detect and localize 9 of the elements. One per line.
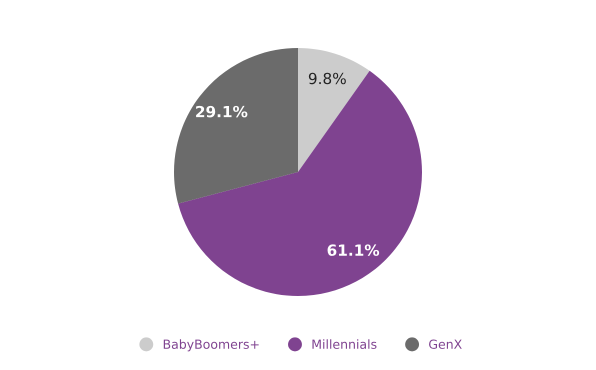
data-label: 9.8% xyxy=(308,72,346,84)
legend-label: Millennials xyxy=(312,339,376,349)
data-label: 61.1% xyxy=(328,244,380,256)
pie-slice xyxy=(178,70,422,296)
data-label: 29.1% xyxy=(196,106,248,118)
legend-label: BabyBoomers+ xyxy=(164,339,259,352)
pie-slice xyxy=(174,48,298,204)
legend-label: GenX xyxy=(429,339,462,349)
pie-slice xyxy=(298,48,370,172)
